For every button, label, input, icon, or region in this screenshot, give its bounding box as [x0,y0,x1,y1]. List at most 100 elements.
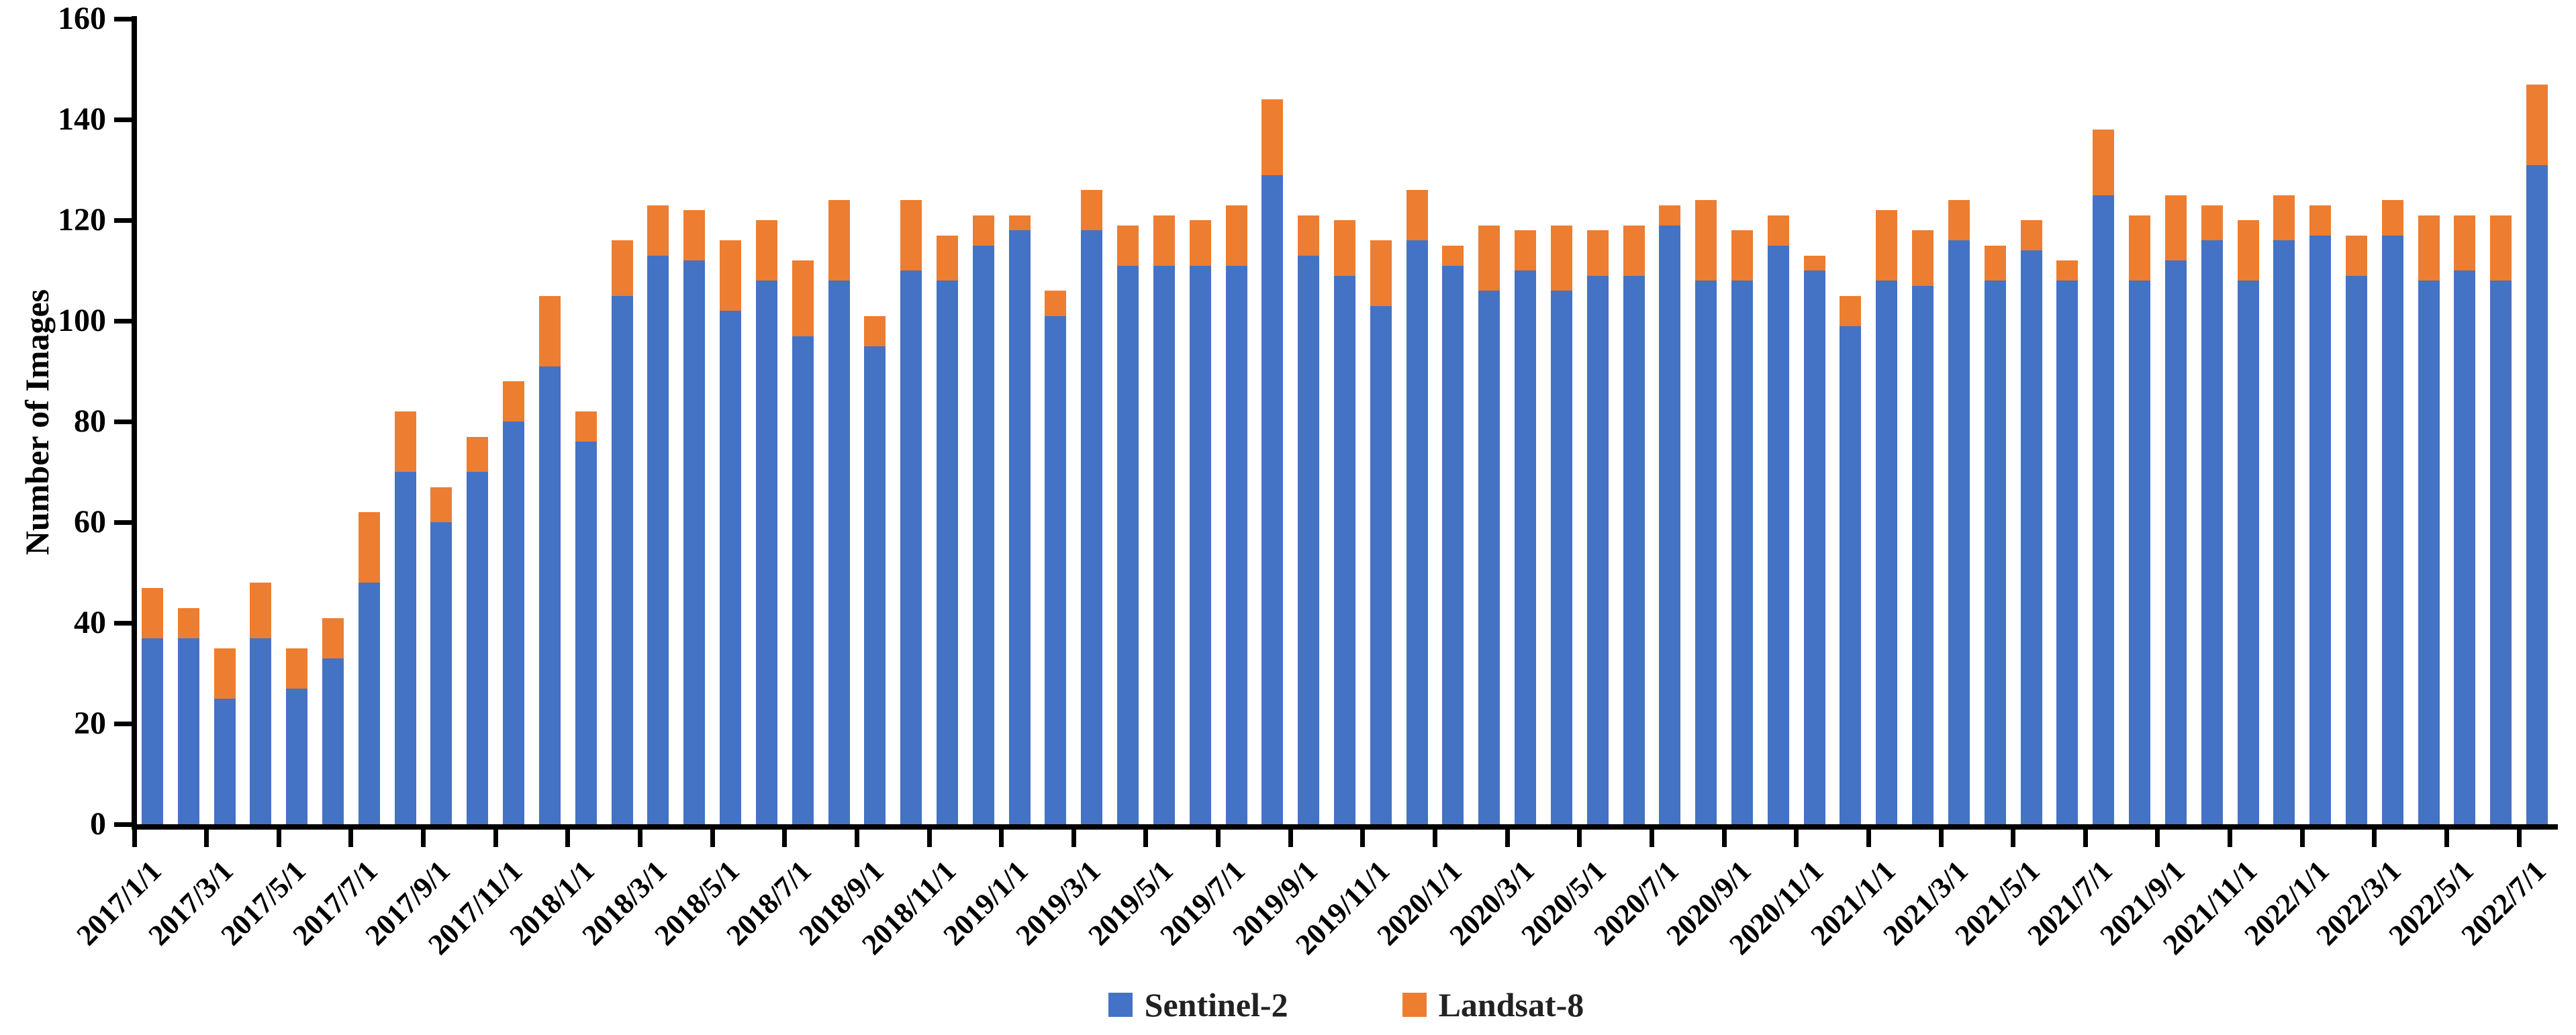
bar-landsat-8-2020/7 [1659,205,1681,226]
x-tick-2018/3/1 [637,830,642,847]
bar-sentinel-2-2020/1 [1442,265,1464,824]
y-tick-160 [114,16,132,21]
bar-landsat-8-2018/8 [828,200,850,281]
bar-sentinel-2-2021/9 [2164,260,2187,824]
x-tick-2022/1/1 [2299,830,2305,847]
x-tick-2017/7/1 [348,830,354,847]
bar-landsat-8-2019/2 [1045,291,1067,316]
bar-landsat-8-2021/10 [2201,205,2223,240]
bar-sentinel-2-2020/10 [1767,245,1789,824]
bar-sentinel-2-2017/10 [467,472,489,824]
y-tick-100 [114,318,132,324]
y-tick-60 [114,520,132,525]
x-tick-2020/1/1 [1433,830,1438,847]
bar-landsat-8-2017/4 [250,583,272,638]
bar-sentinel-2-2019/9 [1298,255,1320,824]
bar-sentinel-2-2017/4 [250,638,272,824]
bar-landsat-8-2019/10 [1334,220,1355,276]
y-tick-label-80: 80 [74,403,106,439]
x-tick-2018/5/1 [710,830,715,847]
bar-landsat-8-2018/1 [575,411,597,442]
bar-sentinel-2-2019/8 [1261,175,1284,824]
x-tick-2018/1/1 [565,830,571,847]
bar-landsat-8-2019/6 [1189,220,1211,266]
bar-sentinel-2-2017/9 [430,522,452,824]
x-tick-2022/7/1 [2516,830,2522,847]
bar-landsat-8-2021/3 [1948,200,1970,240]
bar-landsat-8-2017/11 [503,381,525,422]
legend-label: Landsat-8 [1438,986,1584,1024]
bar-landsat-8-2020/3 [1515,230,1537,270]
bar-sentinel-2-2020/3 [1515,270,1537,824]
bar-sentinel-2-2017/1 [141,638,163,824]
bar-landsat-8-2021/7 [2093,130,2115,195]
bar-landsat-8-2019/12 [1406,190,1428,240]
bar-landsat-8-2017/7 [358,512,380,583]
x-tick-2020/9/1 [1721,830,1727,847]
bar-sentinel-2-2017/8 [394,472,416,824]
bar-landsat-8-2018/5 [720,240,742,311]
bar-landsat-8-2022/3 [2381,200,2403,236]
bar-landsat-8-2019/9 [1298,215,1320,256]
bar-sentinel-2-2019/5 [1153,265,1175,824]
bar-sentinel-2-2019/1 [1008,230,1031,824]
y-tick-20 [114,721,132,726]
bar-sentinel-2-2019/7 [1225,265,1247,824]
bar-landsat-8-2017/2 [177,607,199,638]
bar-sentinel-2-2021/7 [2093,195,2115,824]
bar-landsat-8-2022/7 [2526,84,2548,165]
bar-landsat-8-2018/11 [936,235,958,281]
bar-landsat-8-2021/11 [2237,220,2259,281]
x-tick-2018/7/1 [782,830,788,847]
bar-sentinel-2-2018/10 [900,270,922,824]
bar-sentinel-2-2017/6 [322,658,344,824]
bar-sentinel-2-2018/12 [972,245,994,824]
x-tick-2019/3/1 [1071,830,1076,847]
bar-landsat-8-2017/3 [213,648,236,699]
x-tick-2018/11/1 [926,830,932,847]
bar-landsat-8-2021/9 [2164,195,2187,260]
bar-landsat-8-2018/7 [792,260,814,336]
bar-sentinel-2-2017/12 [538,366,561,824]
x-tick-2019/1/1 [999,830,1004,847]
bar-sentinel-2-2019/4 [1117,265,1139,824]
y-tick-label-0: 0 [90,806,106,842]
bar-landsat-8-2017/9 [430,487,452,522]
bar-sentinel-2-2017/3 [213,698,236,824]
bar-landsat-8-2019/3 [1081,190,1103,230]
legend-label: Sentinel-2 [1144,986,1288,1024]
bar-landsat-8-2020/5 [1586,230,1609,276]
bar-landsat-8-2018/4 [683,210,706,260]
bar-sentinel-2-2018/6 [755,281,777,824]
bar-sentinel-2-2021/4 [1984,281,2006,824]
y-tick-120 [114,217,132,223]
bar-landsat-8-2020/10 [1767,215,1789,246]
bar-sentinel-2-2020/7 [1659,225,1681,824]
bar-sentinel-2-2018/2 [611,295,633,824]
bar-sentinel-2-2022/2 [2345,275,2367,824]
bar-sentinel-2-2018/3 [647,255,669,824]
bar-landsat-8-2020/11 [1803,255,1825,270]
bar-sentinel-2-2021/3 [1948,240,1970,824]
bar-sentinel-2-2018/8 [828,281,850,824]
bar-sentinel-2-2018/7 [792,336,814,824]
x-tick-2021/1/1 [1866,830,1871,847]
bar-landsat-8-2020/6 [1623,225,1645,276]
bar-sentinel-2-2017/5 [286,688,308,824]
x-tick-2021/9/1 [2155,830,2160,847]
bar-landsat-8-2018/12 [972,215,994,246]
x-tick-2017/5/1 [276,830,281,847]
bar-landsat-8-2021/5 [2020,220,2042,250]
bar-sentinel-2-2020/11 [1803,270,1825,824]
bar-landsat-8-2019/5 [1153,215,1175,266]
y-tick-label-60: 60 [74,504,106,540]
bar-sentinel-2-2022/5 [2454,270,2476,824]
bar-landsat-8-2022/1 [2309,205,2332,236]
x-tick-2022/5/1 [2444,830,2450,847]
y-tick-label-120: 120 [58,202,106,238]
bar-landsat-8-2021/1 [1876,210,1898,281]
bar-sentinel-2-2018/1 [575,442,597,824]
y-tick-label-20: 20 [74,705,106,741]
bar-sentinel-2-2017/11 [503,422,525,824]
bar-landsat-8-2022/2 [2345,235,2367,276]
